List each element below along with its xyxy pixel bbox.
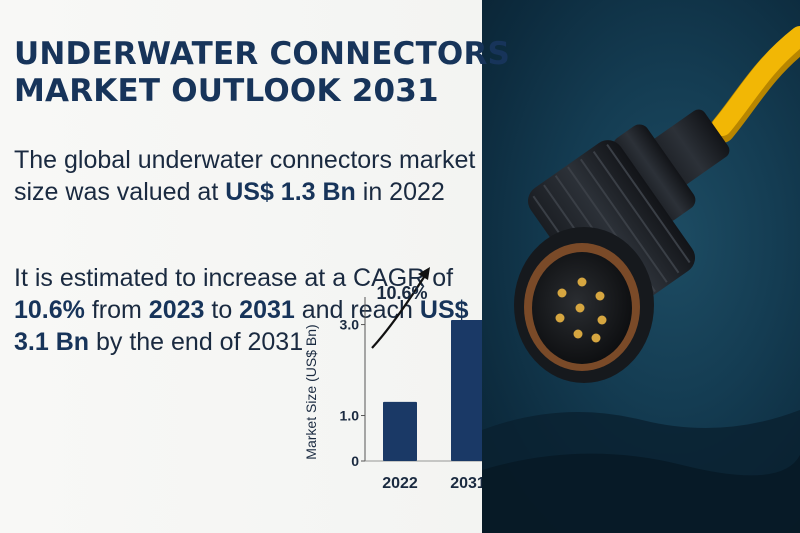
y-tick-label: 0 bbox=[351, 453, 359, 469]
y-axis-label: Market Size (US$ Bn) bbox=[303, 324, 319, 459]
title-line-2: MARKET OUTLOOK 2031 bbox=[14, 73, 439, 109]
underwater-connector-icon bbox=[482, 26, 800, 533]
y-tick-label: 3.0 bbox=[340, 317, 360, 333]
target-value: US$ 3.1 Bn bbox=[14, 296, 469, 356]
x-tick-label: 2031 bbox=[450, 475, 482, 492]
growth-arrow bbox=[371, 273, 427, 349]
text-panel: The global underwater connectors market … bbox=[0, 0, 482, 533]
title-line-1: UNDERWATER CONNECTORS bbox=[14, 36, 511, 72]
market-size-chart: 0 1.0 3.0 Market Size (US$ Bn) 2022 2031 10.6% bbox=[303, 267, 482, 492]
page-title: UNDERWATER CONNECTORS MARKET OUTLOOK 203… bbox=[14, 36, 510, 110]
connector-photo bbox=[482, 0, 800, 533]
growth-arrowhead bbox=[418, 267, 430, 280]
y-tick-label: 1.0 bbox=[340, 408, 360, 424]
market-size-paragraph: The global underwater connectors market … bbox=[14, 146, 476, 206]
cagr-value: 10.6% bbox=[14, 296, 85, 324]
start-year: 2023 bbox=[148, 296, 205, 324]
x-tick-label: 2022 bbox=[382, 475, 418, 492]
bar-2022 bbox=[383, 401, 417, 461]
cagr-annotation: 10.6% bbox=[376, 283, 427, 303]
end-year: 2031 bbox=[239, 296, 295, 324]
bar-2031 bbox=[451, 320, 482, 461]
market-value-2022: US$ 1.3 Bn bbox=[225, 178, 356, 206]
forecast-paragraph: It is estimated to increase at a CAGR of… bbox=[14, 264, 469, 356]
